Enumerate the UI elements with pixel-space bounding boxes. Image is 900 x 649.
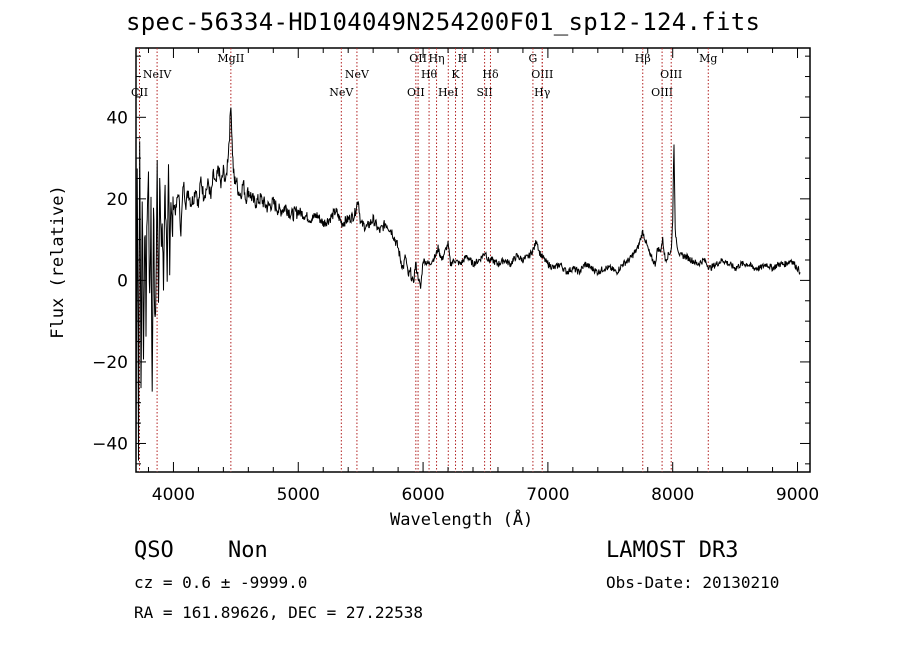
- line-label: Hη: [428, 52, 444, 65]
- line-label: NeIV: [143, 68, 172, 81]
- emission-line-markers: CII NeIV MgII NeV NeV OII OII Hθ Hη HeI KH SII Hδ G OI…: [131, 48, 717, 472]
- y-tick-label: −20: [92, 353, 128, 373]
- line-label: MgII: [217, 52, 244, 65]
- x-tick-label: 7000: [526, 485, 569, 505]
- line-label: OII: [407, 86, 425, 99]
- axis-ticks: 4000 5000 6000 7000 8000 9000 −40 −20 0 20 40: [92, 48, 819, 505]
- line-label: CII: [131, 86, 148, 99]
- line-label: OIII: [531, 68, 553, 81]
- line-label: K: [451, 68, 460, 81]
- line-label: Hθ: [421, 68, 438, 81]
- redshift-value: cz = 0.6 ± -9999.0: [134, 573, 308, 592]
- x-tick-label: 8000: [651, 485, 694, 505]
- line-label: NeV: [345, 68, 370, 81]
- x-tick-label: 9000: [776, 485, 819, 505]
- coordinates: RA = 161.89626, DEC = 27.22538: [134, 603, 423, 622]
- line-label: SII: [476, 86, 492, 99]
- object-subclass: Non: [228, 538, 268, 563]
- y-axis-label: Flux (relative): [48, 185, 68, 339]
- y-tick-label: 0: [117, 271, 128, 291]
- line-label: NeV: [329, 86, 354, 99]
- x-tick-label: 4000: [152, 485, 195, 505]
- survey-label: LAMOST DR3: [606, 538, 739, 563]
- line-label: OII: [409, 52, 427, 65]
- x-tick-label: 5000: [277, 485, 320, 505]
- line-label: Hγ: [534, 86, 551, 99]
- chart-title: spec-56334-HD104049N254200F01_sp12-124.f…: [126, 8, 761, 36]
- line-label: OIII: [651, 86, 673, 99]
- y-tick-label: 40: [106, 108, 128, 128]
- y-tick-label: −40: [92, 434, 128, 454]
- x-axis-label: Wavelength (Å): [390, 510, 534, 530]
- x-tick-label: 6000: [401, 485, 444, 505]
- line-label: Hδ: [482, 68, 499, 81]
- observation-date: Obs-Date: 20130210: [606, 573, 780, 592]
- line-label: G: [529, 52, 538, 65]
- line-label: H: [458, 52, 468, 65]
- spectrum-line: [135, 107, 801, 461]
- line-label: Mg: [699, 52, 717, 65]
- line-label: Hβ: [635, 52, 651, 65]
- y-tick-label: 20: [106, 190, 128, 210]
- plot-frame: [135, 47, 811, 473]
- line-label: HeI: [438, 86, 458, 99]
- line-label: OIII: [660, 68, 682, 81]
- object-class: QSO: [134, 538, 174, 563]
